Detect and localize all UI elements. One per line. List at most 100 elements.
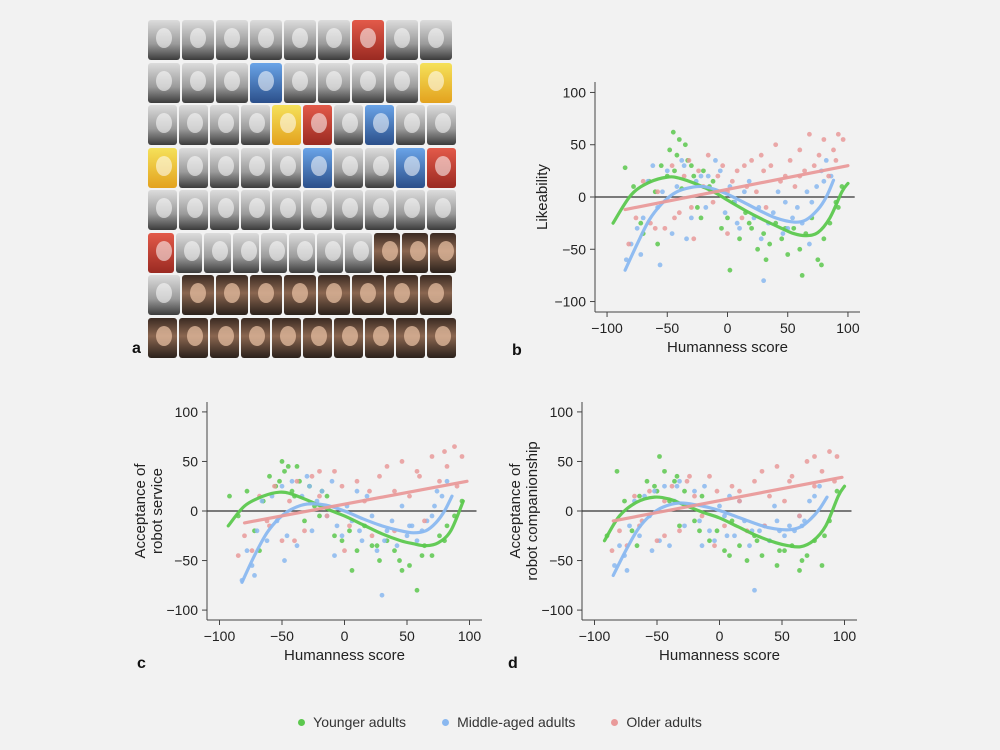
x-tick-label: 0 (716, 628, 724, 644)
x-tick-label: −100 (579, 628, 611, 644)
x-tick-label: 0 (341, 628, 349, 644)
data-point (780, 231, 786, 236)
data-point (712, 538, 717, 544)
data-point (779, 236, 785, 242)
data-point (707, 528, 712, 534)
fit-line-younger-adults (602, 484, 847, 549)
data-point (774, 518, 780, 524)
data-point (737, 543, 742, 549)
data-point (397, 558, 402, 563)
data-point (332, 533, 337, 539)
data-point (432, 503, 437, 509)
data-point (309, 528, 315, 534)
data-point (835, 131, 841, 137)
x-axis-label: Humanness score (659, 647, 780, 664)
data-point (647, 488, 652, 494)
data-point (710, 178, 716, 184)
data-point (737, 488, 742, 494)
data-point (787, 478, 792, 484)
data-point (725, 231, 730, 236)
human-face-image (182, 275, 214, 315)
human-face-image (401, 232, 428, 273)
data-point (629, 528, 635, 534)
data-point (662, 533, 667, 539)
robot-face-image (241, 147, 270, 188)
data-point (622, 165, 628, 171)
data-point (657, 454, 662, 459)
data-point (682, 488, 687, 494)
data-point (319, 488, 325, 494)
data-point (782, 533, 787, 539)
data-point (758, 236, 764, 242)
data-point (819, 262, 824, 268)
robot-face-image (318, 62, 350, 103)
data-point (705, 152, 711, 158)
data-point (284, 533, 290, 539)
y-tick-label: 100 (175, 404, 199, 420)
x-tick-label: 0 (724, 320, 732, 336)
data-point (324, 513, 330, 519)
data-point (772, 503, 777, 509)
legend-dot-middle (442, 718, 450, 726)
data-point (746, 178, 752, 184)
data-point (644, 478, 650, 484)
robot-face-image (272, 105, 301, 145)
human-face-image (250, 275, 282, 315)
y-tick-label: −50 (549, 553, 573, 569)
data-point (692, 493, 697, 499)
data-point (669, 231, 675, 236)
data-point (617, 543, 622, 549)
data-point (664, 168, 670, 174)
data-point (696, 168, 701, 174)
data-point (792, 184, 798, 189)
data-point (814, 184, 820, 189)
data-point (722, 210, 728, 216)
data-point (309, 473, 315, 479)
data-point (389, 518, 395, 524)
human-face-image (396, 317, 425, 358)
robot-face-image (176, 232, 203, 273)
robot-face-image (318, 20, 350, 60)
data-point (259, 498, 265, 504)
data-point (714, 528, 720, 534)
data-point (414, 587, 420, 593)
data-point (631, 184, 636, 189)
series-older-adults (626, 131, 846, 247)
data-point (404, 533, 410, 539)
x-tick-label: −50 (655, 320, 679, 336)
data-point (681, 173, 687, 179)
data-point (437, 478, 442, 484)
robot-face-image (216, 62, 248, 103)
data-point (407, 563, 412, 568)
series-middle-aged-adults (239, 473, 450, 598)
data-point (688, 205, 694, 210)
robot-face-image (420, 20, 452, 60)
data-point (442, 449, 447, 454)
data-point (729, 178, 735, 184)
data-point (761, 231, 767, 236)
data-point (774, 464, 780, 469)
robot-face-image (250, 62, 282, 103)
data-point (749, 158, 754, 163)
robot-face-image (334, 105, 363, 145)
data-point (272, 483, 277, 489)
data-point (807, 498, 812, 504)
data-point (384, 528, 390, 534)
data-point (384, 464, 390, 469)
data-point (757, 528, 762, 534)
robot-face-image (210, 105, 239, 145)
data-point (809, 199, 815, 205)
data-point (392, 548, 397, 554)
data-point (304, 473, 310, 479)
data-point (819, 563, 825, 568)
robot-face-image (352, 20, 384, 60)
robot-face-image (179, 147, 208, 188)
panel-label-a: a (132, 340, 141, 357)
data-point (840, 137, 846, 142)
robot-face-image (179, 190, 208, 230)
robot-face-image (210, 190, 239, 230)
robot-face-image (250, 20, 282, 60)
face-row (148, 275, 458, 315)
data-point (419, 553, 425, 558)
data-point (334, 523, 340, 529)
